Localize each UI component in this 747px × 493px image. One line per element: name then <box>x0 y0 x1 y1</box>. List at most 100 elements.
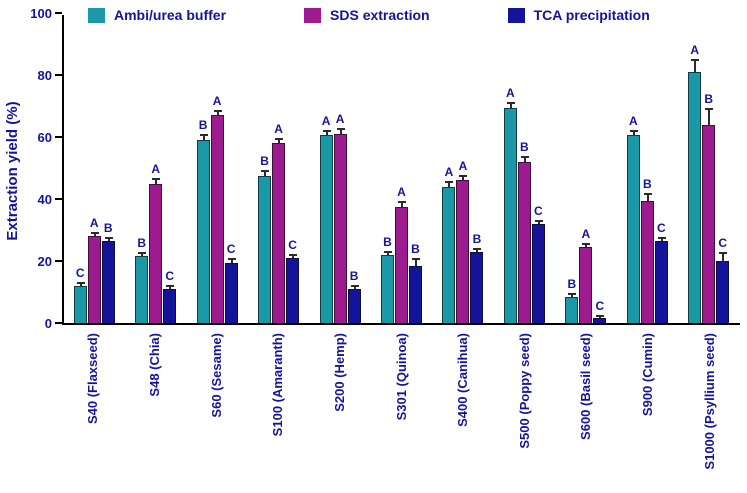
legend-label: SDS extraction <box>330 7 430 23</box>
error-bar-cap <box>445 180 454 183</box>
y-tick-mark <box>55 322 62 324</box>
chart-legend: Ambi/urea buffer SDS extraction TCA precip… <box>88 7 650 23</box>
bar <box>456 180 470 323</box>
significance-letter: C <box>718 236 728 251</box>
significance-letter: C <box>656 220 666 235</box>
error-bar-cap <box>691 58 700 61</box>
error-bar <box>202 135 205 141</box>
x-label-slot: S48 (Chia) <box>124 331 186 491</box>
error-bar <box>292 254 295 258</box>
x-tick-label: S900 (Cumin) <box>640 333 656 417</box>
x-tick-label: S48 (Chia) <box>146 333 162 397</box>
significance-letter: B <box>472 231 482 246</box>
x-label-slot: S301 (Quinoa) <box>370 331 432 491</box>
bar-group: B A B <box>380 15 423 323</box>
significance-letter: A <box>321 113 331 128</box>
significance-letter: C <box>288 237 297 252</box>
x-tick-label: S1000 (Psyllium seed) <box>701 333 717 470</box>
significance-letter: C <box>75 265 85 280</box>
error-bar-cap <box>657 236 666 239</box>
x-label-slot: S60 (Sesame) <box>185 331 247 491</box>
bar <box>442 186 456 323</box>
x-tick-label: S200 (Hemp) <box>331 333 347 412</box>
significance-letter: A <box>690 42 700 57</box>
legend-swatch <box>88 7 105 23</box>
significance-letter: B <box>103 220 113 235</box>
bar <box>224 262 238 323</box>
error-bar-cap <box>104 236 113 239</box>
bar <box>702 124 716 323</box>
error-bar-cap <box>506 101 515 104</box>
error-bar-cap <box>166 284 175 287</box>
x-tick-label: S100 (Amaranth) <box>270 333 286 437</box>
error-bar-cap <box>473 247 482 250</box>
category-slot: A B C <box>494 15 555 323</box>
error-bar-cap <box>350 284 359 287</box>
bar <box>333 133 347 323</box>
legend-item: TCA precipitation <box>507 7 650 23</box>
bar <box>73 285 87 323</box>
bar <box>654 240 668 323</box>
legend-label: TCA precipitation <box>533 7 650 23</box>
bar <box>593 318 607 323</box>
error-bar <box>599 316 602 319</box>
bar <box>470 251 484 323</box>
error-bar-cap <box>90 232 99 235</box>
error-bar <box>537 220 540 224</box>
error-bar <box>646 194 649 201</box>
significance-letter: B <box>704 92 714 107</box>
error-bar-cap <box>629 129 638 132</box>
error-bar <box>386 251 389 255</box>
error-bar <box>79 282 82 286</box>
error-bar <box>230 259 233 263</box>
error-bar <box>155 178 158 184</box>
y-axis-title: Extraction yield (%) <box>4 101 21 241</box>
error-bar-cap <box>459 174 468 177</box>
error-bar <box>278 138 281 144</box>
bar <box>517 161 531 323</box>
significance-letter: B <box>260 154 269 169</box>
category-slot: A B C <box>617 15 678 323</box>
bar <box>258 175 272 323</box>
y-tick-mark <box>55 12 62 14</box>
significance-letter: B <box>520 140 529 155</box>
bar <box>408 265 422 323</box>
significance-letter: B <box>349 268 359 283</box>
error-bar-cap <box>596 315 605 318</box>
category-slot: B A C <box>556 15 617 323</box>
error-bar <box>93 233 96 237</box>
x-tick-label: S40 (Flaxseed) <box>85 333 101 425</box>
x-tick-label: S60 (Sesame) <box>208 333 224 418</box>
bar <box>716 261 730 323</box>
y-tick-mark <box>55 260 62 262</box>
significance-letter: A <box>628 113 638 128</box>
y-tick-mark <box>55 198 62 200</box>
y-tick-label: 100 <box>30 6 52 21</box>
x-label-slot: S1000 (Psyllium seed) <box>678 331 740 491</box>
x-label-slot: S400 (Canihua) <box>432 331 494 491</box>
error-bar-cap <box>152 177 161 180</box>
error-bar-cap <box>138 252 147 255</box>
bar <box>626 135 640 323</box>
error-bar <box>462 175 465 181</box>
error-bar <box>448 181 451 187</box>
category-slot: B A C <box>125 15 186 323</box>
error-bar-cap <box>199 134 208 137</box>
x-label-slot: S500 (Poppy seed) <box>493 331 555 491</box>
bar <box>565 296 579 323</box>
significance-letter: A <box>444 164 454 179</box>
bar <box>394 206 408 323</box>
error-bar-cap <box>520 156 529 159</box>
error-bar-cap <box>76 281 85 284</box>
error-bar-cap <box>411 258 420 261</box>
significance-letter: B <box>567 276 577 291</box>
error-bar-cap <box>582 242 591 245</box>
significance-letter: B <box>198 118 208 133</box>
error-bar-cap <box>289 253 298 256</box>
error-bar-cap <box>227 258 236 261</box>
error-bar <box>141 253 144 257</box>
error-bar <box>585 243 588 248</box>
